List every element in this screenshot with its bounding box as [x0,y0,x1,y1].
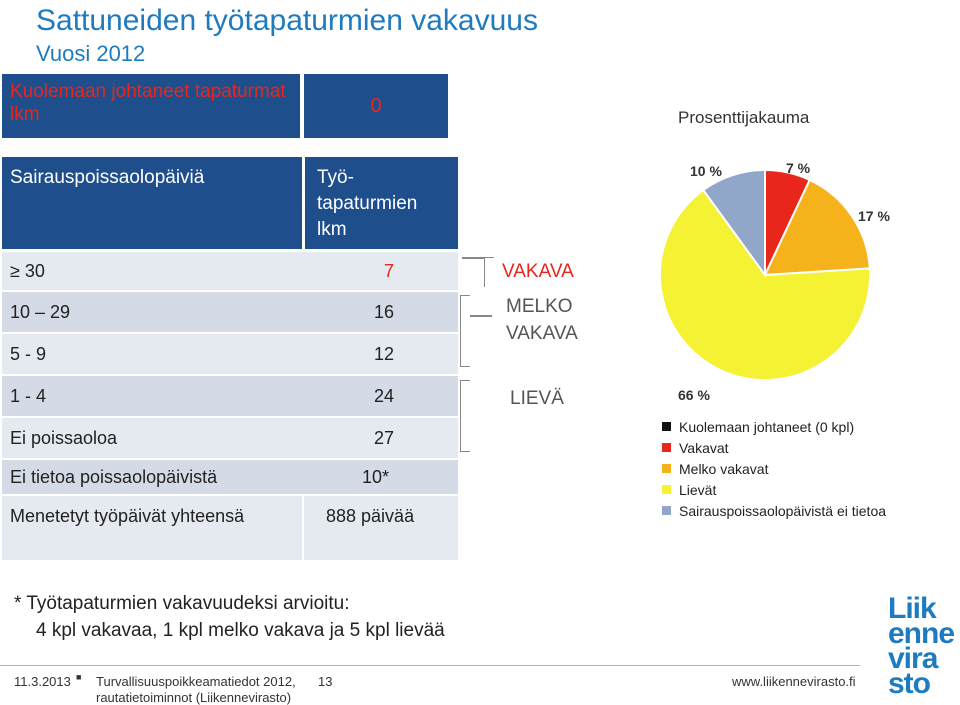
row-value-5-9: 12 [302,334,458,374]
legend-swatch [662,485,671,494]
pie-legend: Kuolemaan johtaneet (0 kpl) Vakavat Melk… [662,416,886,521]
footer-date: 11.3.2013 [14,674,71,689]
footer-bullet: ■ [76,672,82,682]
severity-lieva: LIEVÄ [510,388,564,409]
liikennevirasto-logo: Liik enne vira sto [888,592,955,700]
logo-line: vira [888,642,938,675]
header-sick-days: Sairauspoissaolopäiviä [2,157,302,249]
row-label-5-9: 5 - 9 [2,334,302,374]
legend-label: Sairauspoissaolopäivistä ei tietoa [679,502,887,519]
row-label-no-absence: Ei poissaoloa [2,418,302,458]
note-line-2: 4 kpl vakavaa, 1 kpl melko vakava ja 5 k… [36,620,445,641]
legend-label: Kuolemaan johtaneet (0 kpl) [679,418,855,435]
legend-item: Sairauspoissaolopäivistä ei tietoa [662,500,886,521]
legend-label: Lievät [679,481,717,498]
row-value-no-absence: 27 [302,418,458,458]
legend-swatch [662,506,671,515]
legend-item: Melko vakavat [662,458,886,479]
severity-melko-2: VAKAVA [506,323,578,344]
legend-swatch [662,422,671,431]
footer-url[interactable]: www.liikennevirasto.fi [732,674,856,689]
bracket-lieva [460,380,470,452]
legend-swatch [662,443,671,452]
row-value-no-info: 10* [362,467,390,487]
bracket-tick-melko-vakava [470,315,492,317]
row-label-lost-days: Menetetyt työpäivät yhteensä [2,496,302,560]
row-value-10-29: 16 [302,292,458,332]
fatal-value: 0 [304,74,448,138]
pie-label-melko-vakavat: 17 % [858,208,890,224]
legend-label: Vakavat [679,439,729,456]
legend-swatch [662,464,671,473]
page-subtitle: Vuosi 2012 [36,41,146,66]
row-label-10-29: 10 – 29 [2,292,302,332]
pie-slice-ei-tietoa [701,168,766,279]
row-label-no-info: Ei tietoa poissaolopäivistä [2,460,458,494]
pie-title: Prosenttijakauma [678,108,810,127]
fatal-label: Kuolemaan johtaneet tapaturmat lkm [2,74,300,138]
footer-page-number: 13 [318,674,333,689]
row-label-1-4: 1 - 4 [2,376,302,416]
legend-item: Lievät [662,479,886,500]
footer-divider [0,665,860,666]
pie-label-lievat: 66 % [678,387,710,403]
footer-source-2: rautatietoiminnot (Liikennevirasto) [96,690,292,705]
pie-label-ei-tietoa: 10 % [690,163,722,179]
severity-vakava: VAKAVA [502,261,574,282]
pie-slice-lievat [659,188,871,381]
legend-item: Vakavat [662,437,886,458]
row-value-1-4: 24 [302,376,458,416]
note-line-1: * Työtapaturmien vakavuudeksi arvioitu: [14,593,350,614]
logo-line: Liik [888,592,937,625]
legend-label: Melko vakavat [679,460,769,477]
footer-source-1: Turvallisuuspoikkeamatiedot 2012, [96,674,296,689]
bracket-melko-vakava [460,295,470,367]
bracket-vakava [484,257,494,287]
bracket-tick-vakava [462,257,484,259]
pie-slice-melko-vakavat [763,178,871,277]
severity-melko-1: MELKO [506,296,573,317]
logo-line: enne [888,617,955,650]
pie-label-vakavat: 7 % [786,160,811,176]
header-count: Työ-tapaturmien lkm [305,157,458,249]
logo-line: sto [888,667,931,700]
row-value-30plus: 7 [302,252,458,290]
page-title: Sattuneiden työtapaturmien vakavuus [36,4,538,37]
row-value-lost-days: 888 päivää [304,496,458,560]
pie-chart [659,168,871,381]
legend-item: Kuolemaan johtaneet (0 kpl) [662,416,886,437]
row-label-30plus: ≥ 30 [2,252,302,290]
